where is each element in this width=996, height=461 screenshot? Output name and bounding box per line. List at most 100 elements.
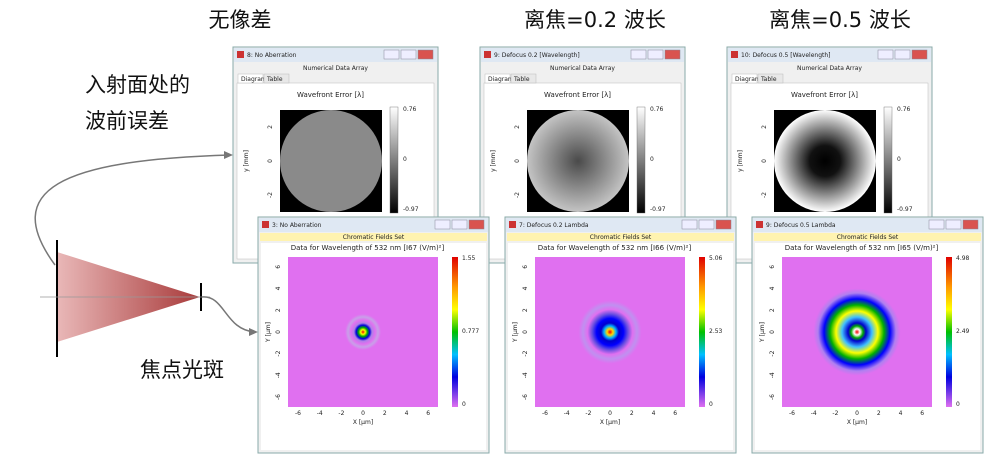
x-axis-label: X [µm] [847, 419, 867, 426]
colorbar-label: 0 [956, 401, 960, 408]
y-tick-label: -2 [275, 350, 282, 356]
window-button [928, 219, 945, 230]
wavefront-window: 9: Defocus 0.2 [Wavelength] Numerical Dat… [479, 46, 686, 264]
spot-map [535, 257, 685, 407]
tab [731, 73, 758, 84]
colorbar-label: 0 [650, 156, 654, 163]
plot-title: Wavefront Error [λ] [297, 91, 364, 99]
y-tick-label: 4 [769, 286, 776, 290]
x-tick-label: -4 [564, 410, 570, 417]
plot-title: Data for Wavelength of 532 nm [I67 (V/m)… [291, 244, 445, 252]
colorbar-label: 4.98 [956, 255, 970, 262]
x-tick-label: 0 [361, 410, 365, 417]
window-button [715, 219, 732, 230]
x-tick-label: -2 [832, 410, 838, 417]
y-tick-label: 6 [522, 265, 529, 269]
arrow-wavefront [34, 154, 231, 266]
y-tick-label: -4 [769, 372, 776, 378]
window-subtitle: Numerical Data Array [797, 65, 862, 72]
y-tick-label: -4 [275, 372, 282, 378]
title-bar [259, 218, 488, 232]
windows: 8: No Aberration Numerical Data Array Diag… [232, 46, 984, 454]
wavefront-window: 8: No Aberration Numerical Data Array Diag… [232, 46, 439, 264]
arrow-head [249, 328, 258, 336]
window-button [468, 219, 485, 230]
x-tick-label: -6 [295, 410, 301, 417]
window-button [911, 49, 928, 60]
x-tick-label: -6 [789, 410, 795, 417]
colorbar [389, 106, 399, 214]
title-bar [753, 218, 982, 232]
icon [756, 221, 763, 228]
y-tick-label: -2 [769, 350, 776, 356]
x-tick-label: 2 [383, 410, 387, 417]
tab-label: Table [266, 76, 283, 83]
x-tick-label: -4 [317, 410, 323, 417]
y-tick-label: 0 [761, 159, 768, 163]
x-tick-label: -2 [338, 410, 344, 417]
window-button [417, 49, 434, 60]
window-button [877, 49, 894, 60]
y-axis-label: y [mm] [243, 150, 250, 172]
x-tick-label: 6 [920, 410, 924, 417]
window-button [962, 219, 979, 230]
window-subtitle: Numerical Data Array [303, 65, 368, 72]
y-tick-label: -6 [769, 394, 776, 400]
heading: 无像差 [209, 8, 272, 32]
y-tick-label: 4 [522, 286, 529, 290]
window-title: 8: No Aberration [247, 52, 297, 59]
y-axis-label: Y [µm] [512, 322, 519, 343]
subtitle-bar [754, 233, 981, 241]
subtitle-bar [260, 233, 487, 241]
x-tick-label: 4 [405, 410, 409, 417]
x-tick-label: 2 [630, 410, 634, 417]
colorbar-label: -0.97 [897, 206, 913, 213]
window-subtitle: Chromatic Fields Set [343, 234, 405, 241]
window-title: 9: Defocus 0.2 [Wavelength] [494, 52, 580, 59]
plot-title: Wavefront Error [λ] [544, 91, 611, 99]
y-tick-label: -2 [761, 192, 768, 198]
plot-title: Data for Wavelength of 532 nm [I66 (V/m)… [538, 244, 692, 252]
spot-window: 3: No Aberration Chromatic Fields Set Data… [257, 216, 490, 454]
window-title: 9: Defocus 0.5 Lambda [766, 222, 836, 229]
x-tick-label: 0 [608, 410, 612, 417]
y-tick-label: 2 [267, 125, 274, 129]
colorbar [636, 106, 646, 214]
x-tick-label: 6 [426, 410, 430, 417]
x-axis-label: X [µm] [353, 419, 373, 426]
colorbar-label: 0.777 [462, 328, 479, 335]
colorbar [946, 257, 952, 407]
icon [509, 221, 516, 228]
y-axis-label: Y [µm] [265, 322, 272, 343]
label: 入射面处的 [85, 73, 190, 97]
y-tick-label: 2 [769, 308, 776, 312]
tab [484, 73, 511, 84]
subtitle-bar [507, 233, 734, 241]
y-tick-label: 0 [275, 330, 282, 334]
window-button [894, 49, 911, 60]
tab [757, 73, 784, 84]
heading: 离焦=0.2 波长 [524, 8, 666, 32]
window-button [383, 49, 400, 60]
colorbar-label: 0 [897, 156, 901, 163]
label: 焦点光斑 [140, 358, 224, 382]
y-tick-label: -4 [522, 372, 529, 378]
y-axis-label: y [mm] [490, 150, 497, 172]
tab-label: Table [513, 76, 530, 83]
window-subtitle: Chromatic Fields Set [590, 234, 652, 241]
wavefront-disk [527, 110, 629, 212]
x-tick-label: -6 [542, 410, 548, 417]
window-button [451, 219, 468, 230]
colorbar-label: 5.06 [709, 255, 723, 262]
plot-title: Data for Wavelength of 532 nm [I65 (V/m)… [785, 244, 939, 252]
colorbar-label: 2.49 [956, 328, 970, 335]
y-axis-label: y [mm] [737, 150, 744, 172]
window-subtitle: Numerical Data Array [550, 65, 615, 72]
tab-label: Diagram [241, 76, 267, 83]
window-button [698, 219, 715, 230]
colorbar [452, 257, 458, 407]
x-tick-label: 0 [855, 410, 859, 417]
y-tick-label: 4 [275, 286, 282, 290]
wavefront-disk [280, 110, 382, 212]
